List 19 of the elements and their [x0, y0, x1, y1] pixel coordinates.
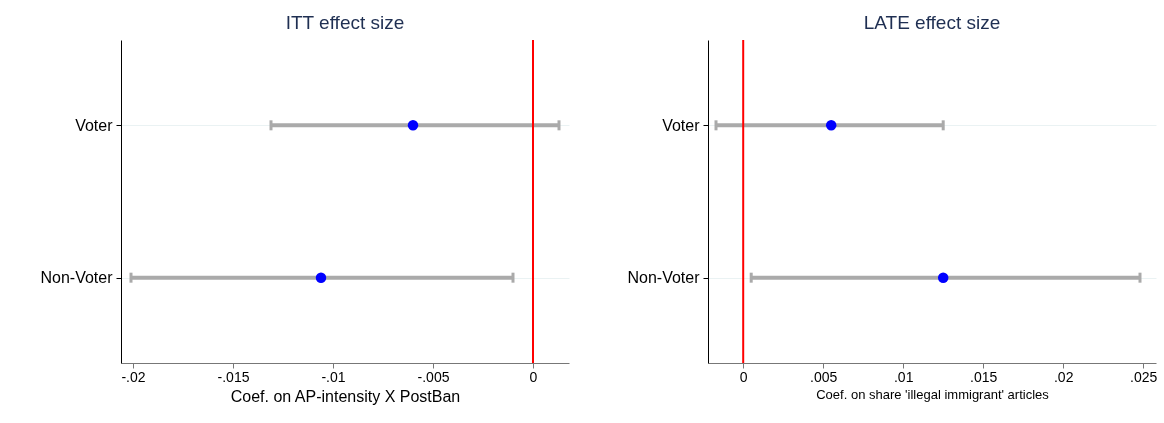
x-tick-label: -.015 [217, 368, 250, 385]
y-tick-label: Non-Voter [40, 269, 114, 287]
chart-title: ITT effect size [285, 12, 405, 33]
chart-title: LATE effect size [863, 12, 1001, 33]
x-tick-label: .01 [893, 368, 914, 385]
x-tick-label: 0 [739, 368, 748, 385]
y-tick-label: Voter [662, 116, 701, 134]
y-tick-label: Voter [75, 116, 114, 134]
x-tick-label: -.005 [417, 368, 450, 385]
x-tick-label: .015 [970, 368, 998, 385]
x-tick-label: -.01 [321, 368, 346, 385]
x-tick-label: .025 [1130, 368, 1158, 385]
x-tick-label: .005 [810, 368, 838, 385]
x-tick-label: 0 [529, 368, 538, 385]
x-axis-title: Coef. on share 'illegal immigrant' articles [816, 386, 1050, 402]
y-tick-label: Non-Voter [627, 269, 701, 287]
x-tick-label: -.02 [121, 368, 146, 385]
x-axis-title: Coef. on AP-intensity X PostBan [230, 387, 461, 405]
x-tick-label: .02 [1053, 368, 1074, 385]
